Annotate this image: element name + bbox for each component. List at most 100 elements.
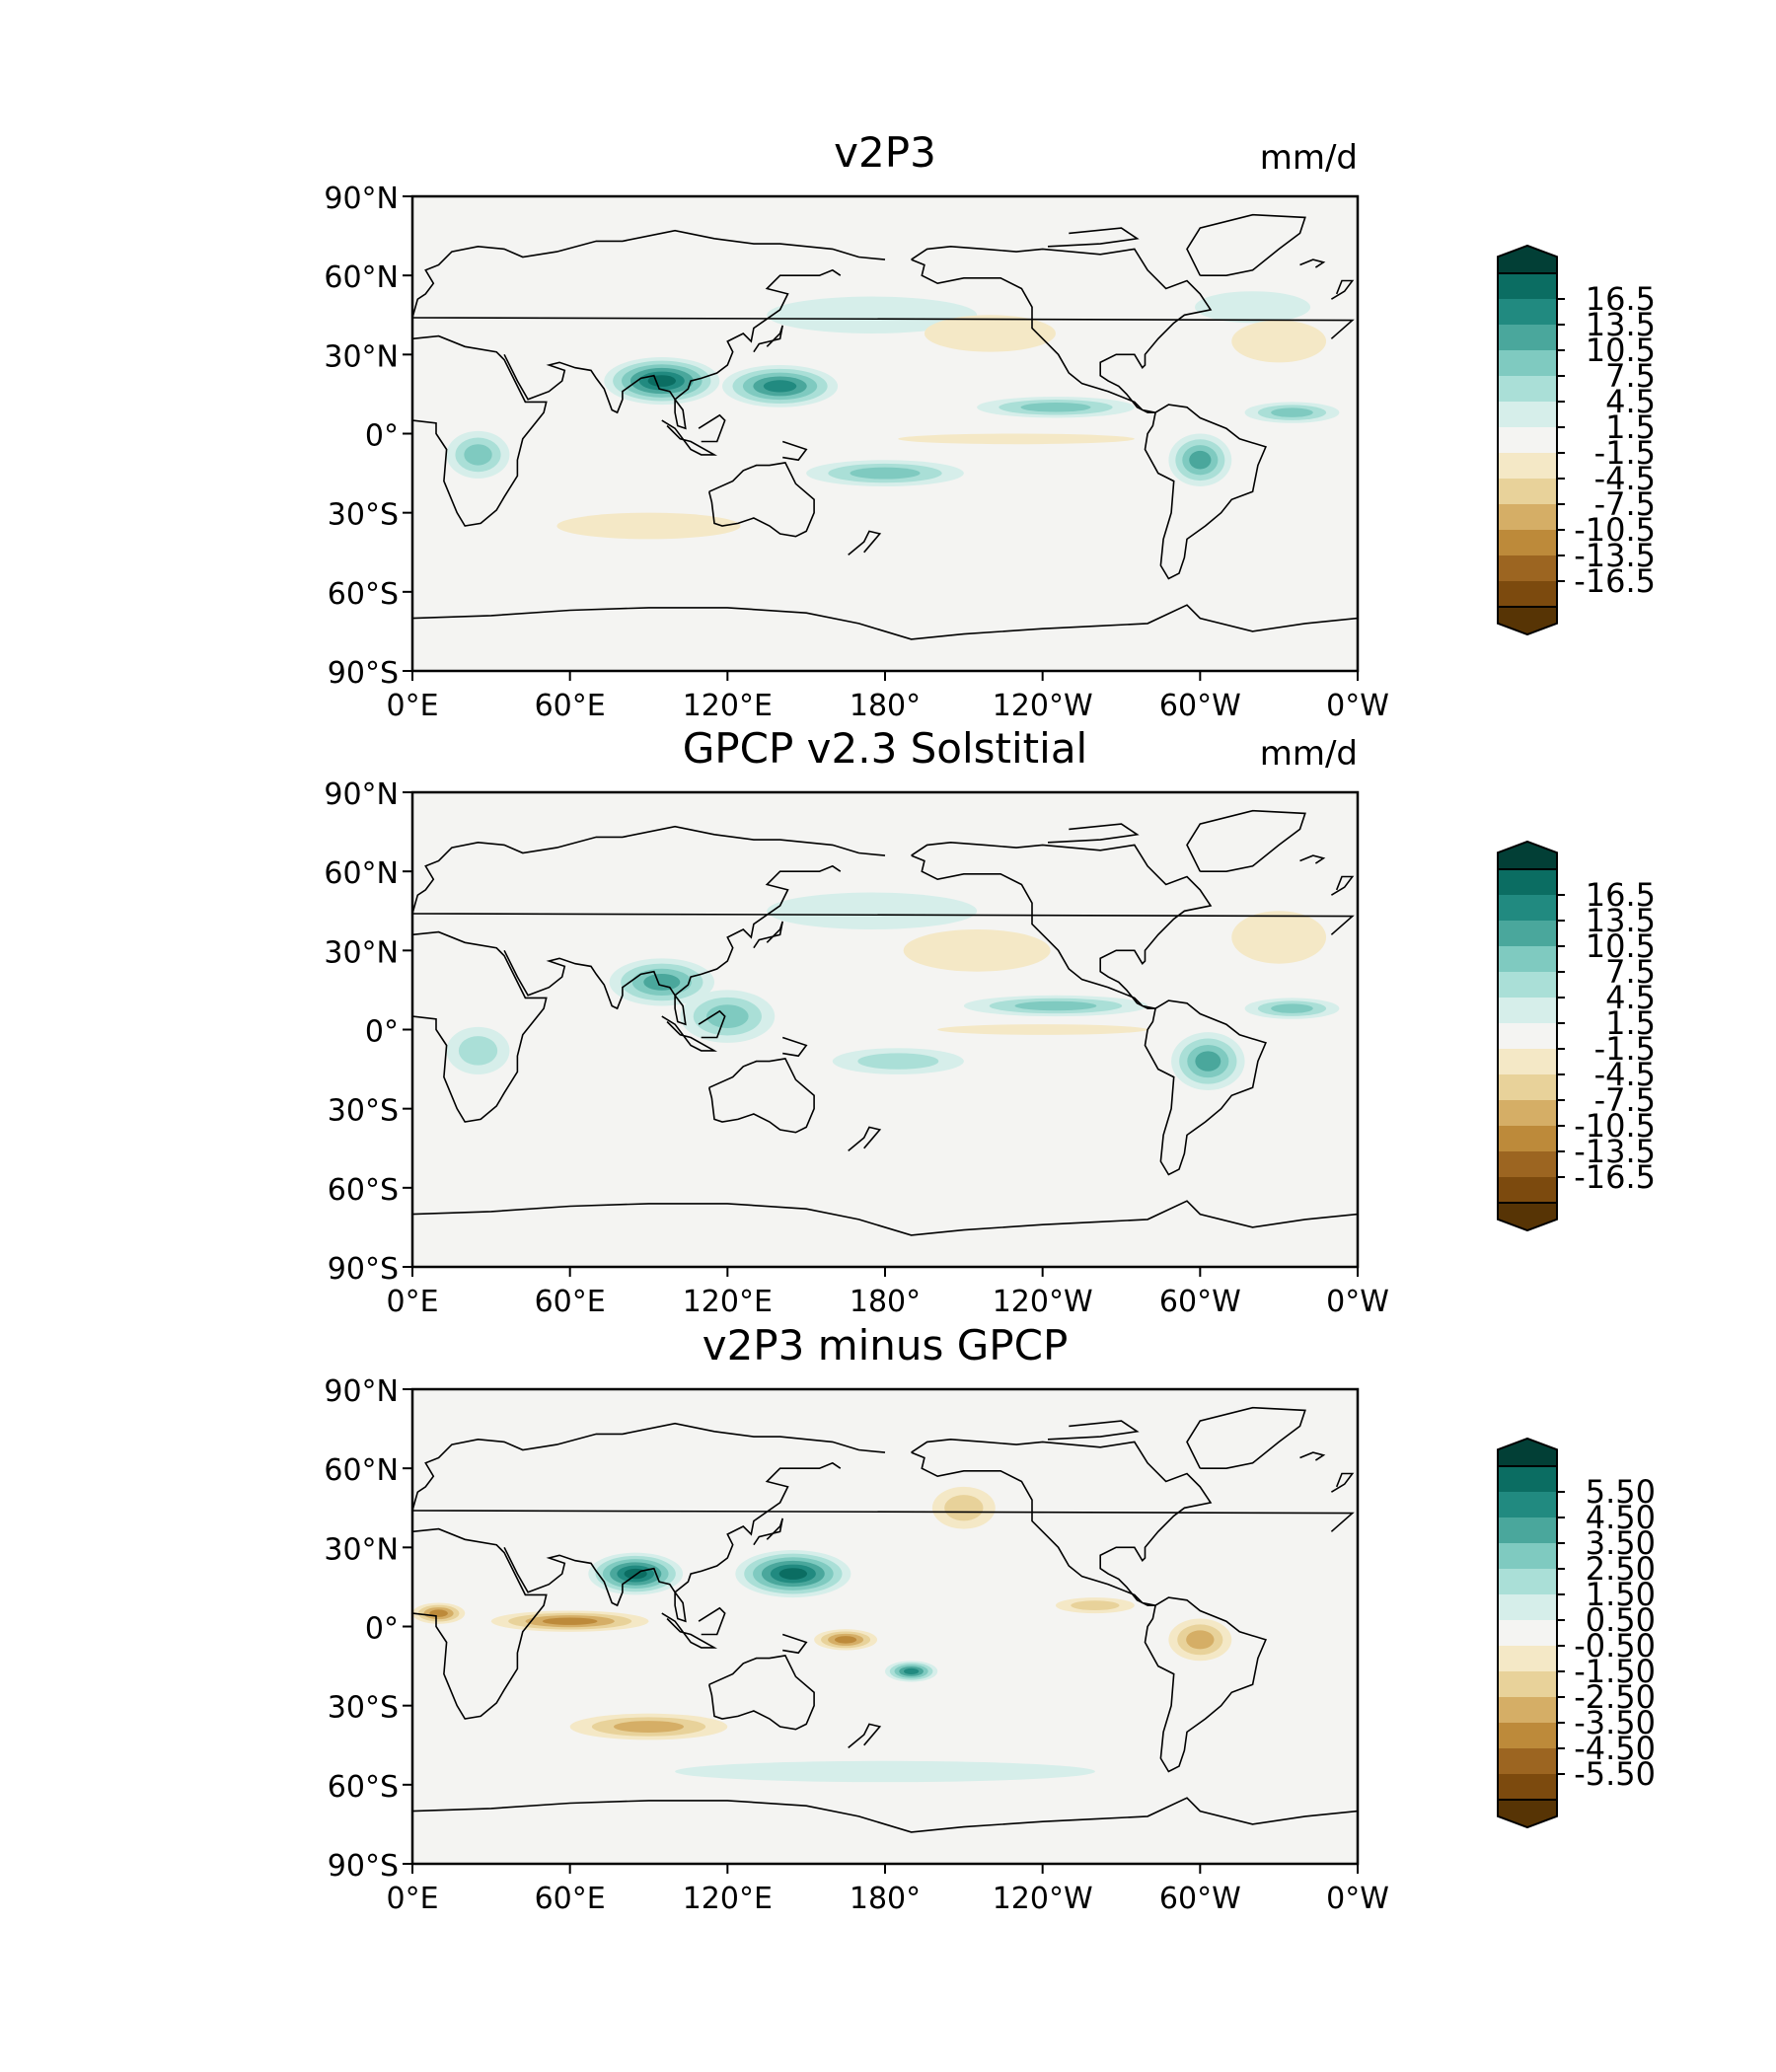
colorbar-segment	[1498, 555, 1557, 581]
colorbar: 5.504.503.502.501.500.50-0.50-1.50-2.50-…	[1497, 1437, 1656, 1829]
wet-contour-0-4	[643, 974, 681, 991]
colorbar-segment	[1498, 1543, 1557, 1569]
precip-map	[412, 1389, 1358, 1864]
dry-contour-9-1	[924, 315, 1056, 352]
colorbar-segment	[1498, 479, 1557, 504]
colorbar-segment	[1498, 1049, 1557, 1074]
coastline-segment	[412, 1797, 1358, 1833]
colorbar-tick-label: -16.5	[1574, 1158, 1656, 1196]
colorbar-segment	[1498, 1774, 1557, 1800]
lat-tick-label: 30°N	[324, 1532, 399, 1567]
coastline-segment	[698, 1606, 726, 1636]
lat-tick-label: 30°S	[328, 498, 399, 533]
coastline-segment	[1047, 823, 1140, 844]
wet-contour-5-4	[1189, 450, 1212, 470]
units-label: mm/d	[1260, 138, 1358, 178]
lon-tick-label: 0°W	[1326, 1285, 1389, 1319]
coastline-segment	[781, 440, 808, 462]
coastline-segment	[412, 604, 1358, 640]
wet-contour-2-3	[1014, 1000, 1097, 1011]
lon-tick-label: 60°E	[535, 689, 606, 723]
lon-tick-label: 0°E	[386, 1882, 438, 1916]
lat-tick-label: 90°S	[328, 656, 399, 691]
lon-tick-label: 60°E	[535, 1285, 606, 1319]
map-background	[412, 792, 1358, 1267]
coastline-segment	[412, 825, 1355, 935]
colorbar-segment	[1498, 402, 1557, 427]
colorbar-segment	[1498, 1126, 1557, 1151]
colorbar-extend-min	[1497, 1202, 1558, 1232]
colorbar-segment	[1498, 1023, 1557, 1049]
lon-tick-label: 120°E	[683, 1882, 773, 1916]
lat-tick-label: 90°N	[324, 182, 399, 216]
colorbar-tick-label: -4.50	[1574, 1730, 1656, 1767]
colorbar-segment	[1498, 427, 1557, 453]
colorbar-tick-label: -1.5	[1594, 1030, 1656, 1068]
coastline-segment	[661, 1612, 718, 1649]
axes: 90°N 60°N 30°N 0° 30°S 60°S 90°S0°E 60°E 120°E 18…	[324, 777, 1389, 1319]
coastline-segment	[911, 841, 1213, 1009]
lon-tick-label: 180°	[850, 1882, 921, 1916]
lat-tick-label: 60°N	[324, 856, 399, 891]
wet-contour-6-3	[464, 444, 492, 466]
lon-tick-label: 120°W	[993, 1285, 1093, 1319]
colorbar-segment	[1498, 869, 1557, 895]
wet-contour-3-3	[1271, 407, 1313, 417]
colorbar-segment	[1498, 530, 1557, 555]
colorbar-segment	[1498, 1569, 1557, 1594]
wet-contour-2-3	[1020, 403, 1091, 412]
dry-contour-7-3	[1186, 1630, 1215, 1650]
coastline-segment	[661, 1015, 718, 1052]
lat-tick-label: 90°S	[328, 1849, 399, 1884]
colorbar-segment	[1498, 1074, 1557, 1100]
coastline-segment	[1299, 854, 1326, 864]
lat-tick-label: 60°N	[324, 260, 399, 295]
colorbar-segment	[1498, 1723, 1557, 1748]
dry-contour-9-2	[1071, 1600, 1120, 1611]
panel-title: v2P3 minus GPCP	[703, 1321, 1069, 1369]
colorbar-segment	[1498, 1517, 1557, 1543]
lon-tick-label: 180°	[850, 1285, 921, 1319]
lon-tick-label: 180°	[850, 689, 921, 723]
panel-gpcp: GPCP v2.3 Solstitial mm/d 90°N 60°N 30°N 0°…	[324, 724, 1656, 1319]
dry-contour-11-1	[556, 512, 741, 540]
lon-tick-label: 60°W	[1159, 1285, 1241, 1319]
colorbar-tick-label: 1.5	[1605, 408, 1656, 446]
coastline-segment	[412, 1200, 1358, 1236]
colorbar-segment	[1498, 1151, 1557, 1177]
coastline-segment	[781, 1633, 808, 1655]
coastline-segment	[503, 864, 842, 1026]
lat-tick-label: 60°S	[328, 577, 399, 612]
coastline-segment	[412, 930, 548, 1123]
colorbar-segment	[1498, 325, 1557, 350]
colorbar-extend-max	[1497, 1437, 1558, 1467]
precip-contours	[446, 291, 1340, 540]
coastline-segment	[1186, 809, 1306, 872]
coastline-segment	[1330, 875, 1355, 896]
dry-contour-10-1	[937, 1024, 1148, 1035]
coastline-segment	[707, 1655, 815, 1731]
colorbar-tick-label: -7.5	[1594, 1081, 1656, 1119]
lat-tick-label: 60°S	[328, 1770, 399, 1805]
colorbar-tick-label: -1.5	[1594, 434, 1656, 472]
colorbar-tick-label: 4.50	[1586, 1499, 1656, 1536]
lat-tick-label: 60°N	[324, 1453, 399, 1488]
colorbar: 16.513.510.57.54.51.5-1.5-4.5-7.5-10.5-1…	[1497, 840, 1656, 1232]
coastline-segment	[412, 334, 548, 527]
colorbar-segment	[1498, 946, 1557, 972]
colorbar-extend-min	[1497, 1799, 1558, 1829]
dry-contour-4-4	[542, 1617, 598, 1625]
coastline-segment	[1047, 227, 1140, 248]
dry-contour-10-2	[944, 1495, 984, 1521]
lon-tick-label: 60°W	[1159, 689, 1241, 723]
wet-contour-5-4	[1195, 1051, 1221, 1072]
lat-tick-label: 30°S	[328, 1691, 399, 1726]
dry-contour-8-3	[614, 1721, 684, 1733]
colorbar-segment	[1498, 504, 1557, 530]
lon-tick-label: 60°E	[535, 1882, 606, 1916]
colorbar-segment	[1498, 1646, 1557, 1671]
colorbar-segment	[1498, 273, 1557, 299]
coastline-segment	[1330, 1472, 1355, 1493]
wet-contour-3-1	[675, 1760, 1095, 1783]
wet-contour-1-5	[763, 380, 797, 393]
